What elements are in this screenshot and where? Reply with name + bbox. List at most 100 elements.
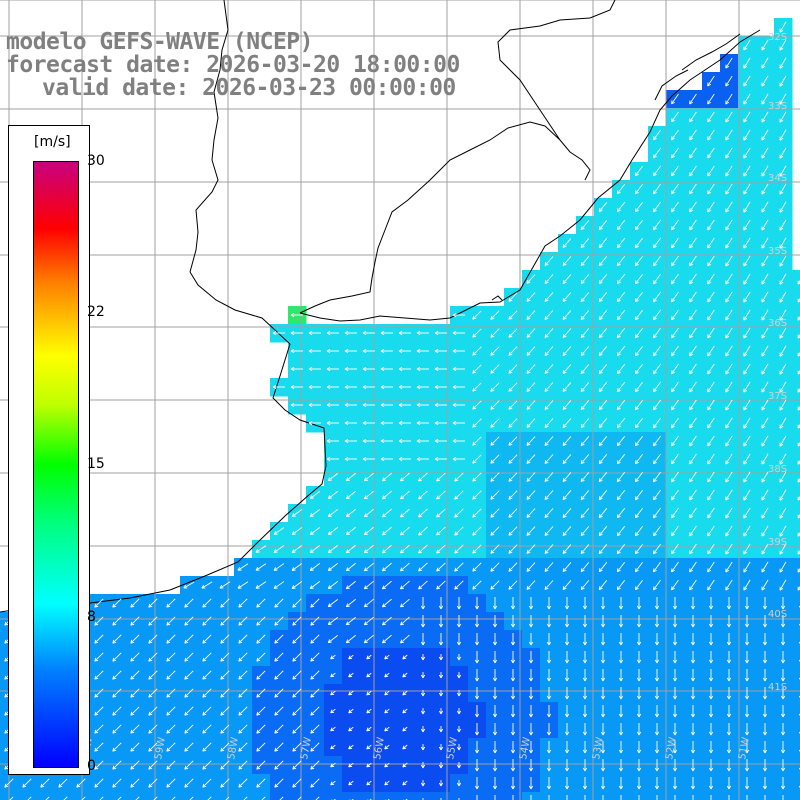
wind-arrow — [238, 724, 248, 734]
wind-arrow — [672, 615, 678, 628]
wind-arrow — [94, 616, 104, 626]
wind-arrow — [510, 615, 516, 628]
wind-arrow — [363, 490, 374, 500]
wind-arrow — [598, 490, 608, 501]
wind-arrow — [94, 634, 104, 644]
wind-speed-cell — [792, 558, 800, 577]
wind-arrow — [474, 777, 480, 790]
wind-arrow — [690, 633, 696, 646]
wind-arrow — [148, 706, 158, 716]
wind-speed-cell — [792, 702, 800, 721]
wind-arrow — [416, 402, 429, 408]
wind-arrow — [526, 562, 536, 572]
wind-speed-cell — [378, 792, 397, 800]
wind-arrow — [472, 346, 482, 356]
wind-arrow — [362, 366, 375, 372]
wind-arrow — [562, 580, 572, 590]
wind-arrow — [566, 795, 568, 800]
wind-arrow — [725, 345, 733, 357]
wind-arrow — [112, 670, 122, 680]
wind-arrow — [398, 384, 411, 390]
wind-arrow — [707, 435, 715, 447]
wind-arrow — [616, 273, 626, 285]
wind-arrow — [616, 453, 626, 465]
wind-arrow — [166, 778, 176, 788]
wind-arrow — [761, 183, 769, 195]
wind-arrow — [380, 384, 393, 390]
wind-arrow — [508, 508, 518, 518]
wind-arrow — [616, 417, 626, 429]
wind-arrow — [779, 57, 787, 69]
wind-arrow — [580, 400, 590, 411]
wind-arrow — [400, 526, 410, 536]
wind-arrow — [490, 310, 500, 320]
wind-arrow — [362, 420, 375, 426]
wind-arrow — [398, 438, 411, 444]
wind-arrow — [618, 759, 624, 772]
wind-arrow — [309, 563, 321, 572]
wind-arrow — [761, 237, 769, 249]
wind-arrow — [274, 742, 284, 752]
wind-arrow — [202, 652, 212, 662]
wind-arrow — [618, 615, 624, 628]
wind-arrow — [744, 687, 750, 700]
wind-speed-cell — [792, 306, 800, 325]
wind-arrow — [689, 579, 697, 591]
wind-arrow — [292, 598, 302, 608]
wind-arrow — [184, 742, 194, 752]
wind-arrow — [689, 237, 697, 249]
wind-arrow — [348, 672, 354, 678]
wind-arrow — [689, 327, 697, 339]
wind-arrow — [492, 687, 498, 700]
wind-arrow — [726, 687, 732, 700]
wind-arrow — [327, 634, 339, 644]
wind-arrow — [94, 778, 104, 788]
wind-arrow — [779, 183, 787, 195]
wind-arrow — [344, 456, 357, 462]
wind-arrow — [492, 669, 498, 682]
wind-arrow — [672, 687, 678, 700]
wind-arrow — [780, 615, 786, 628]
wind-arrow — [400, 562, 410, 572]
wind-arrow — [510, 705, 516, 718]
wind-arrow — [779, 471, 787, 483]
wind-speed-cell — [198, 792, 217, 800]
wind-arrow — [689, 201, 697, 213]
wind-arrow — [580, 274, 590, 285]
wind-arrow — [510, 777, 516, 790]
wind-arrow — [562, 562, 572, 572]
wind-arrow — [326, 384, 339, 390]
wind-arrow — [452, 420, 465, 426]
wind-arrow — [528, 615, 534, 628]
wind-arrow — [600, 741, 606, 754]
wind-arrow — [274, 724, 284, 734]
lon-label: 52W — [664, 736, 679, 760]
wind-arrow — [456, 597, 462, 610]
wind-arrow — [725, 291, 733, 303]
wind-arrow — [761, 471, 769, 483]
wind-arrow — [292, 760, 302, 770]
wind-arrow — [362, 438, 375, 444]
wind-arrow — [725, 255, 733, 267]
wind-arrow — [526, 508, 536, 518]
wind-arrow — [274, 706, 284, 716]
wind-arrow — [564, 633, 570, 646]
wind-arrow — [326, 330, 339, 336]
wind-arrow — [600, 759, 606, 772]
wind-arrow — [326, 402, 339, 408]
wind-speed-cell — [306, 792, 325, 800]
wind-arrow — [544, 418, 554, 428]
wind-arrow — [728, 795, 730, 800]
wind-arrow — [398, 330, 411, 336]
wind-speed-cell — [432, 792, 451, 800]
wind-arrow — [616, 219, 626, 231]
wind-arrow — [344, 420, 357, 426]
wind-arrow — [780, 597, 786, 610]
wind-speed-cell — [792, 630, 800, 649]
wind-arrow — [490, 544, 500, 554]
lon-label: 56W — [372, 736, 387, 760]
wind-arrow — [184, 652, 194, 662]
wind-arrow — [598, 364, 608, 375]
wind-arrow — [761, 399, 769, 411]
wind-speed-cell — [414, 792, 433, 800]
